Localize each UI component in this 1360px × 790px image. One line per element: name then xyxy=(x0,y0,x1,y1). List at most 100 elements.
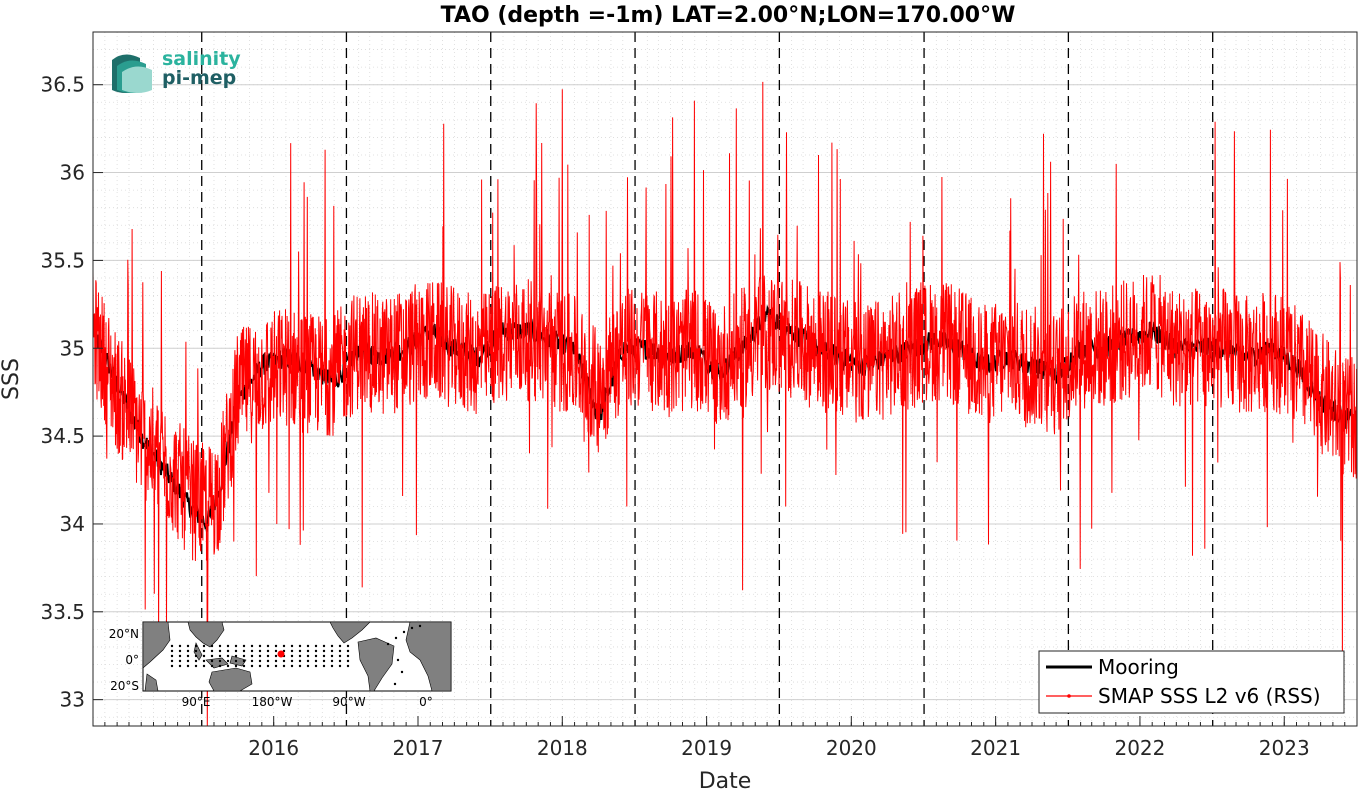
inset-mooring-dot xyxy=(258,659,262,663)
inset-mooring-dot xyxy=(330,649,334,653)
x-tick-label: 2022 xyxy=(1114,736,1165,760)
inset-mooring-dot xyxy=(298,664,302,668)
inset-mooring-dot xyxy=(330,654,334,658)
inset-mooring-dot xyxy=(322,644,326,648)
inset-mooring-dot xyxy=(393,682,397,686)
legend-label-mooring: Mooring xyxy=(1098,655,1179,679)
inset-mooring-dot xyxy=(314,644,318,648)
inset-mooring-dot xyxy=(330,659,334,663)
inset-mooring-dot xyxy=(282,664,286,668)
x-tick-label: 2018 xyxy=(537,736,588,760)
y-tick-label: 36.5 xyxy=(40,73,85,97)
inset-mooring-dot xyxy=(258,664,262,668)
inset-map-mooring-dots xyxy=(170,624,422,686)
inset-mooring-dot xyxy=(338,654,342,658)
inset-mooring-dot xyxy=(410,626,414,630)
inset-mooring-dot xyxy=(322,659,326,663)
inset-mooring-dot xyxy=(346,664,350,668)
y-tick-label: 34.5 xyxy=(40,424,85,448)
inset-mooring-dot xyxy=(202,649,206,653)
legend-label-smap: SMAP SSS L2 v6 (RSS) xyxy=(1098,684,1321,708)
inset-mooring-dot xyxy=(338,649,342,653)
inset-mooring-dot xyxy=(274,664,278,668)
inset-mooring-dot xyxy=(274,659,278,663)
legend-marker-smap xyxy=(1067,694,1071,698)
inset-mooring-dot xyxy=(290,659,294,663)
inset-mooring-dot xyxy=(226,664,230,668)
inset-mooring-dot xyxy=(202,644,206,648)
inset-mooring-dot xyxy=(338,659,342,663)
inset-mooring-dot xyxy=(314,664,318,668)
inset-mooring-dot xyxy=(322,654,326,658)
inset-mooring-dot xyxy=(234,644,238,648)
inset-mooring-dot xyxy=(234,649,238,653)
inset-mooring-dot xyxy=(346,654,350,658)
inset-mooring-dot xyxy=(250,649,254,653)
inset-mooring-dot xyxy=(178,659,182,663)
inset-mooring-dot xyxy=(394,636,398,640)
inset-mooring-dot xyxy=(298,644,302,648)
logo-text-pimep: pi-mep xyxy=(162,67,236,89)
axis-ticks: 33 33.5 34 34.5 35 35.5 36 36.5 2016 2017 2018 2019… xyxy=(40,73,1346,760)
inset-lon-180w: 180°W xyxy=(252,695,293,709)
inset-mooring-dot xyxy=(418,624,422,628)
inset-mooring-dot xyxy=(210,654,214,658)
y-tick-label: 35.5 xyxy=(40,248,85,272)
inset-mooring-dot xyxy=(226,644,230,648)
inset-mooring-dot xyxy=(242,664,246,668)
y-axis-label: SSS xyxy=(0,358,24,400)
inset-mooring-dot xyxy=(202,659,206,663)
inset-mooring-dot xyxy=(170,664,174,668)
inset-mooring-dot xyxy=(218,659,222,663)
logo-text-salinity: salinity xyxy=(162,48,241,70)
inset-mooring-dot xyxy=(194,649,198,653)
inset-map-selected-mooring xyxy=(277,650,285,658)
inset-mooring-dot xyxy=(298,654,302,658)
inset-mooring-dot xyxy=(178,644,182,648)
inset-lon-0: 0° xyxy=(419,695,433,709)
inset-mooring-dot xyxy=(330,664,334,668)
inset-mooring-dot xyxy=(266,649,270,653)
inset-mooring-dot xyxy=(346,644,350,648)
y-tick-label: 35 xyxy=(60,336,85,360)
inset-mooring-dot xyxy=(170,649,174,653)
inset-mooring-dot xyxy=(170,654,174,658)
inset-mooring-dot xyxy=(226,649,230,653)
inset-mooring-dot xyxy=(290,654,294,658)
y-tick-label: 33.5 xyxy=(40,600,85,624)
inset-mooring-dot xyxy=(298,659,302,663)
inset-mooring-dot xyxy=(210,649,214,653)
x-tick-label: 2020 xyxy=(826,736,877,760)
logo-waves-icon xyxy=(112,54,152,93)
inset-mooring-dot xyxy=(258,654,262,658)
chart-title: TAO (depth =-1m) LAT=2.00°N;LON=170.00°W xyxy=(441,3,1016,28)
inset-mooring-dot xyxy=(186,644,190,648)
inset-mooring-dot xyxy=(186,664,190,668)
inset-mooring-dot xyxy=(322,649,326,653)
inset-mooring-dot xyxy=(396,658,400,662)
series-smap-line xyxy=(93,81,1357,726)
inset-mooring-dot xyxy=(210,664,214,668)
inset-lon-90e: 90°E xyxy=(182,695,211,709)
year-boundary-lines xyxy=(201,32,1214,726)
x-tick-label: 2019 xyxy=(681,736,732,760)
inset-mooring-dot xyxy=(258,644,262,648)
inset-mooring-dot xyxy=(314,659,318,663)
inset-mooring-dot xyxy=(346,649,350,653)
inset-mooring-dot xyxy=(282,659,286,663)
inset-mooring-dot xyxy=(234,659,238,663)
inset-mooring-dot xyxy=(194,659,198,663)
inset-mooring-dot xyxy=(250,644,254,648)
inset-mooring-dot xyxy=(218,654,222,658)
inset-mooring-dot xyxy=(290,644,294,648)
inset-mooring-dot xyxy=(400,670,404,674)
salinity-pimep-logo: salinity pi-mep xyxy=(112,48,241,93)
inset-mooring-dot xyxy=(250,659,254,663)
inset-mooring-dot xyxy=(306,659,310,663)
inset-mooring-dot xyxy=(170,644,174,648)
x-tick-label: 2023 xyxy=(1259,736,1310,760)
inset-mooring-dot xyxy=(386,642,390,646)
inset-map: 20°N 0° 20°S 90°E 180°W 90°W 0° xyxy=(109,621,452,709)
inset-mooring-dot xyxy=(290,664,294,668)
